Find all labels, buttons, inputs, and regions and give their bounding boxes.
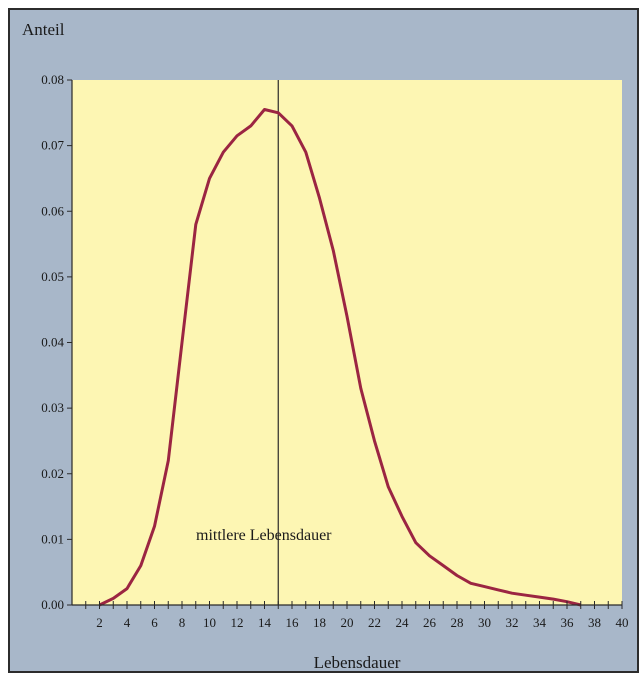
x-tick-label: 34 [533, 615, 547, 630]
x-tick-label: 14 [258, 615, 272, 630]
x-tick-label: 12 [231, 615, 244, 630]
x-tick-label: 24 [396, 615, 410, 630]
y-tick-label: 0.07 [41, 138, 64, 153]
x-tick-label: 36 [561, 615, 575, 630]
x-tick-label: 2 [96, 615, 103, 630]
x-tick-label: 38 [588, 615, 601, 630]
y-tick-label: 0.04 [41, 335, 64, 350]
y-tick-label: 0.05 [41, 269, 64, 284]
x-tick-label: 22 [368, 615, 381, 630]
y-tick-label: 0.00 [41, 597, 64, 612]
y-axis-title: Anteil [22, 20, 65, 39]
x-tick-label: 18 [313, 615, 326, 630]
x-tick-label: 16 [286, 615, 300, 630]
y-tick-label: 0.03 [41, 400, 64, 415]
x-tick-label: 4 [124, 615, 131, 630]
x-tick-label: 28 [451, 615, 464, 630]
x-tick-label: 8 [179, 615, 186, 630]
x-tick-label: 26 [423, 615, 437, 630]
y-tick-label: 0.01 [41, 531, 64, 546]
curve-layer [98, 108, 582, 607]
chart-frame: 0.00 0.01 0.02 0.03 0.04 0.05 0.06 0.07 0.08 2 4 6 8… [8, 8, 639, 673]
chart-canvas: 0.000.010.020.030.040.050.060.070.082 4 6 8… [22, 20, 629, 672]
plot-area [72, 80, 622, 605]
x-tick-label: 40 [616, 615, 629, 630]
y-tick-label: 0.02 [41, 466, 64, 481]
mean-lifetime-annotation: mittlere Lebensdauer [196, 527, 332, 544]
x-tick-label: 30 [478, 615, 491, 630]
x-axis-title: Lebensdauer [314, 653, 401, 672]
x-tick-label: 32 [506, 615, 519, 630]
x-tick-label: 6 [151, 615, 158, 630]
y-tick-label: 0.06 [41, 203, 64, 218]
y-tick-label: 0.08 [41, 72, 64, 87]
axes-layer: 0.000.010.020.030.040.050.060.070.082 4 6 8… [41, 72, 628, 630]
series-line [98, 108, 582, 607]
x-tick-label: 10 [203, 615, 216, 630]
x-tick-label: 20 [341, 615, 354, 630]
